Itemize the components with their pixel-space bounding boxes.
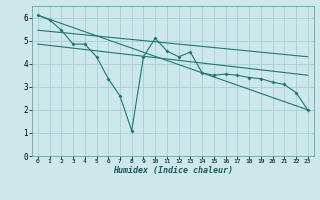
X-axis label: Humidex (Indice chaleur): Humidex (Indice chaleur) [113,166,233,175]
